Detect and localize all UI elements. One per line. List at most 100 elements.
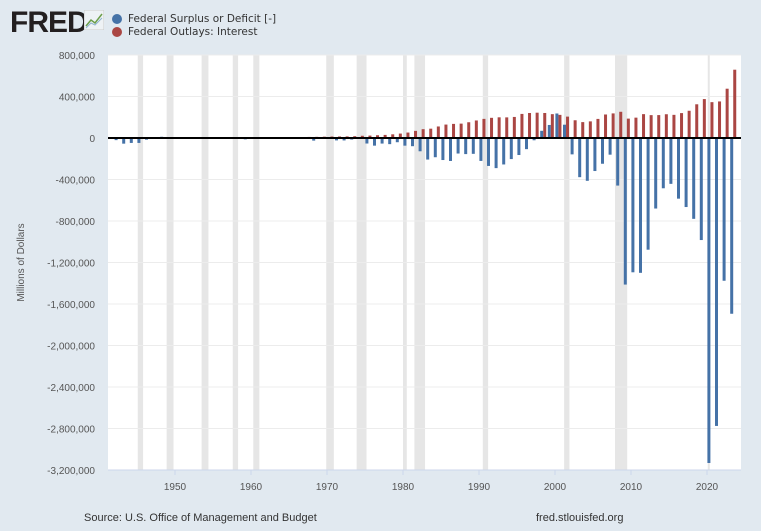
y-tick-label: -2,400,000 [47, 383, 95, 394]
fred-logo: FRED [10, 6, 89, 39]
bar-interest [406, 132, 410, 138]
bar-interest [642, 114, 646, 138]
bar-interest [619, 111, 623, 138]
bar-interest [368, 135, 372, 138]
x-tick-label: 1990 [468, 482, 491, 493]
bar-interest [414, 130, 418, 138]
bar-interest [550, 114, 554, 138]
bar-interest [710, 102, 714, 138]
bar-surplus-deficit [129, 138, 133, 143]
legend-dot-red [112, 27, 122, 37]
bar-surplus-deficit [312, 138, 316, 141]
legend-label: Federal Outlays: Interest [128, 26, 258, 38]
bar-interest [581, 122, 585, 138]
y-tick-label: -1,600,000 [47, 300, 95, 311]
bar-chart: 800,000 400,000 0 -400,000 -800,000 -1,200,00… [16, 51, 741, 493]
bar-surplus-deficit [601, 138, 604, 164]
bar-interest [497, 117, 501, 138]
bar-surplus-deficit [631, 138, 635, 273]
bar-surplus-deficit [114, 138, 118, 141]
bar-surplus-deficit [479, 138, 483, 161]
bar-interest [725, 88, 729, 138]
x-tick-label: 1980 [392, 482, 415, 493]
bar-surplus-deficit [578, 138, 582, 178]
bar-surplus-deficit [730, 138, 734, 314]
bar-interest [626, 118, 630, 138]
bar-interest [520, 113, 524, 138]
bar-surplus-deficit [540, 130, 544, 138]
bar-surplus-deficit [502, 138, 506, 165]
bar-interest [459, 123, 463, 138]
bar-surplus-deficit [669, 138, 673, 184]
y-tick-label: -800,000 [56, 217, 96, 228]
bar-surplus-deficit [433, 138, 437, 158]
chart-line-icon [84, 10, 104, 30]
bar-interest [391, 134, 395, 138]
bar-interest [467, 122, 471, 138]
x-tick-label: 1950 [164, 482, 187, 493]
bar-surplus-deficit [122, 138, 126, 144]
bar-interest [452, 123, 456, 138]
x-tick-label: 2000 [544, 482, 567, 493]
bar-surplus-deficit [403, 138, 407, 146]
bar-surplus-deficit [654, 138, 658, 209]
bar-surplus-deficit [335, 138, 338, 141]
y-tick-label: 400,000 [59, 93, 96, 104]
bar-surplus-deficit [365, 138, 369, 144]
bar-surplus-deficit [137, 138, 141, 143]
bar-surplus-deficit [525, 138, 528, 150]
bar-interest [687, 110, 691, 138]
bar-surplus-deficit [616, 138, 620, 186]
bar-surplus-deficit [707, 138, 711, 463]
bar-surplus-deficit [593, 138, 597, 172]
bar-surplus-deficit [388, 138, 392, 145]
bar-interest [543, 112, 547, 138]
legend-item-interest: Federal Outlays: Interest [112, 26, 257, 38]
bar-interest [634, 117, 638, 138]
bar-interest [528, 112, 532, 138]
bar-surplus-deficit [722, 138, 726, 281]
bar-surplus-deficit [342, 138, 346, 141]
bar-surplus-deficit [715, 138, 718, 426]
bar-surplus-deficit [547, 124, 551, 138]
bar-surplus-deficit [380, 138, 384, 144]
bar-surplus-deficit [373, 138, 376, 146]
fred-site-link[interactable]: fred.stlouisfed.org [536, 512, 624, 524]
bar-interest [733, 69, 737, 138]
bar-interest [573, 120, 577, 138]
bar-interest [596, 118, 600, 138]
bar-surplus-deficit [471, 138, 475, 154]
bar-surplus-deficit [684, 138, 688, 208]
bar-interest [383, 134, 387, 138]
bar-interest [611, 113, 615, 138]
bar-interest [657, 115, 661, 138]
legend-dot-blue [112, 14, 122, 24]
y-tick-label: 0 [89, 134, 95, 145]
legend-label: Federal Surplus or Deficit [-] [128, 13, 277, 25]
bar-interest [604, 114, 608, 138]
bar-surplus-deficit [639, 138, 642, 273]
bar-surplus-deficit [646, 138, 650, 250]
bar-interest [672, 114, 676, 138]
bar-surplus-deficit [494, 138, 498, 169]
bar-interest [566, 116, 570, 138]
bar-interest [398, 133, 402, 138]
x-tick-label: 2010 [620, 482, 643, 493]
bar-interest [360, 135, 364, 138]
bar-interest [429, 128, 433, 138]
bar-surplus-deficit [623, 138, 627, 285]
bar-surplus-deficit [608, 138, 612, 155]
bar-interest [649, 115, 653, 138]
bar-surplus-deficit [585, 138, 589, 181]
bar-interest [664, 114, 668, 138]
bar-interest [695, 104, 699, 138]
bar-surplus-deficit [426, 138, 430, 160]
bar-interest [680, 113, 684, 138]
bar-surplus-deficit [441, 138, 445, 161]
x-tick-label: 2020 [696, 482, 719, 493]
bar-surplus-deficit [411, 138, 414, 147]
bar-surplus-deficit [487, 138, 490, 166]
y-tick-label: -2,800,000 [47, 425, 95, 436]
bar-interest [718, 101, 722, 138]
bar-surplus-deficit [677, 138, 680, 199]
